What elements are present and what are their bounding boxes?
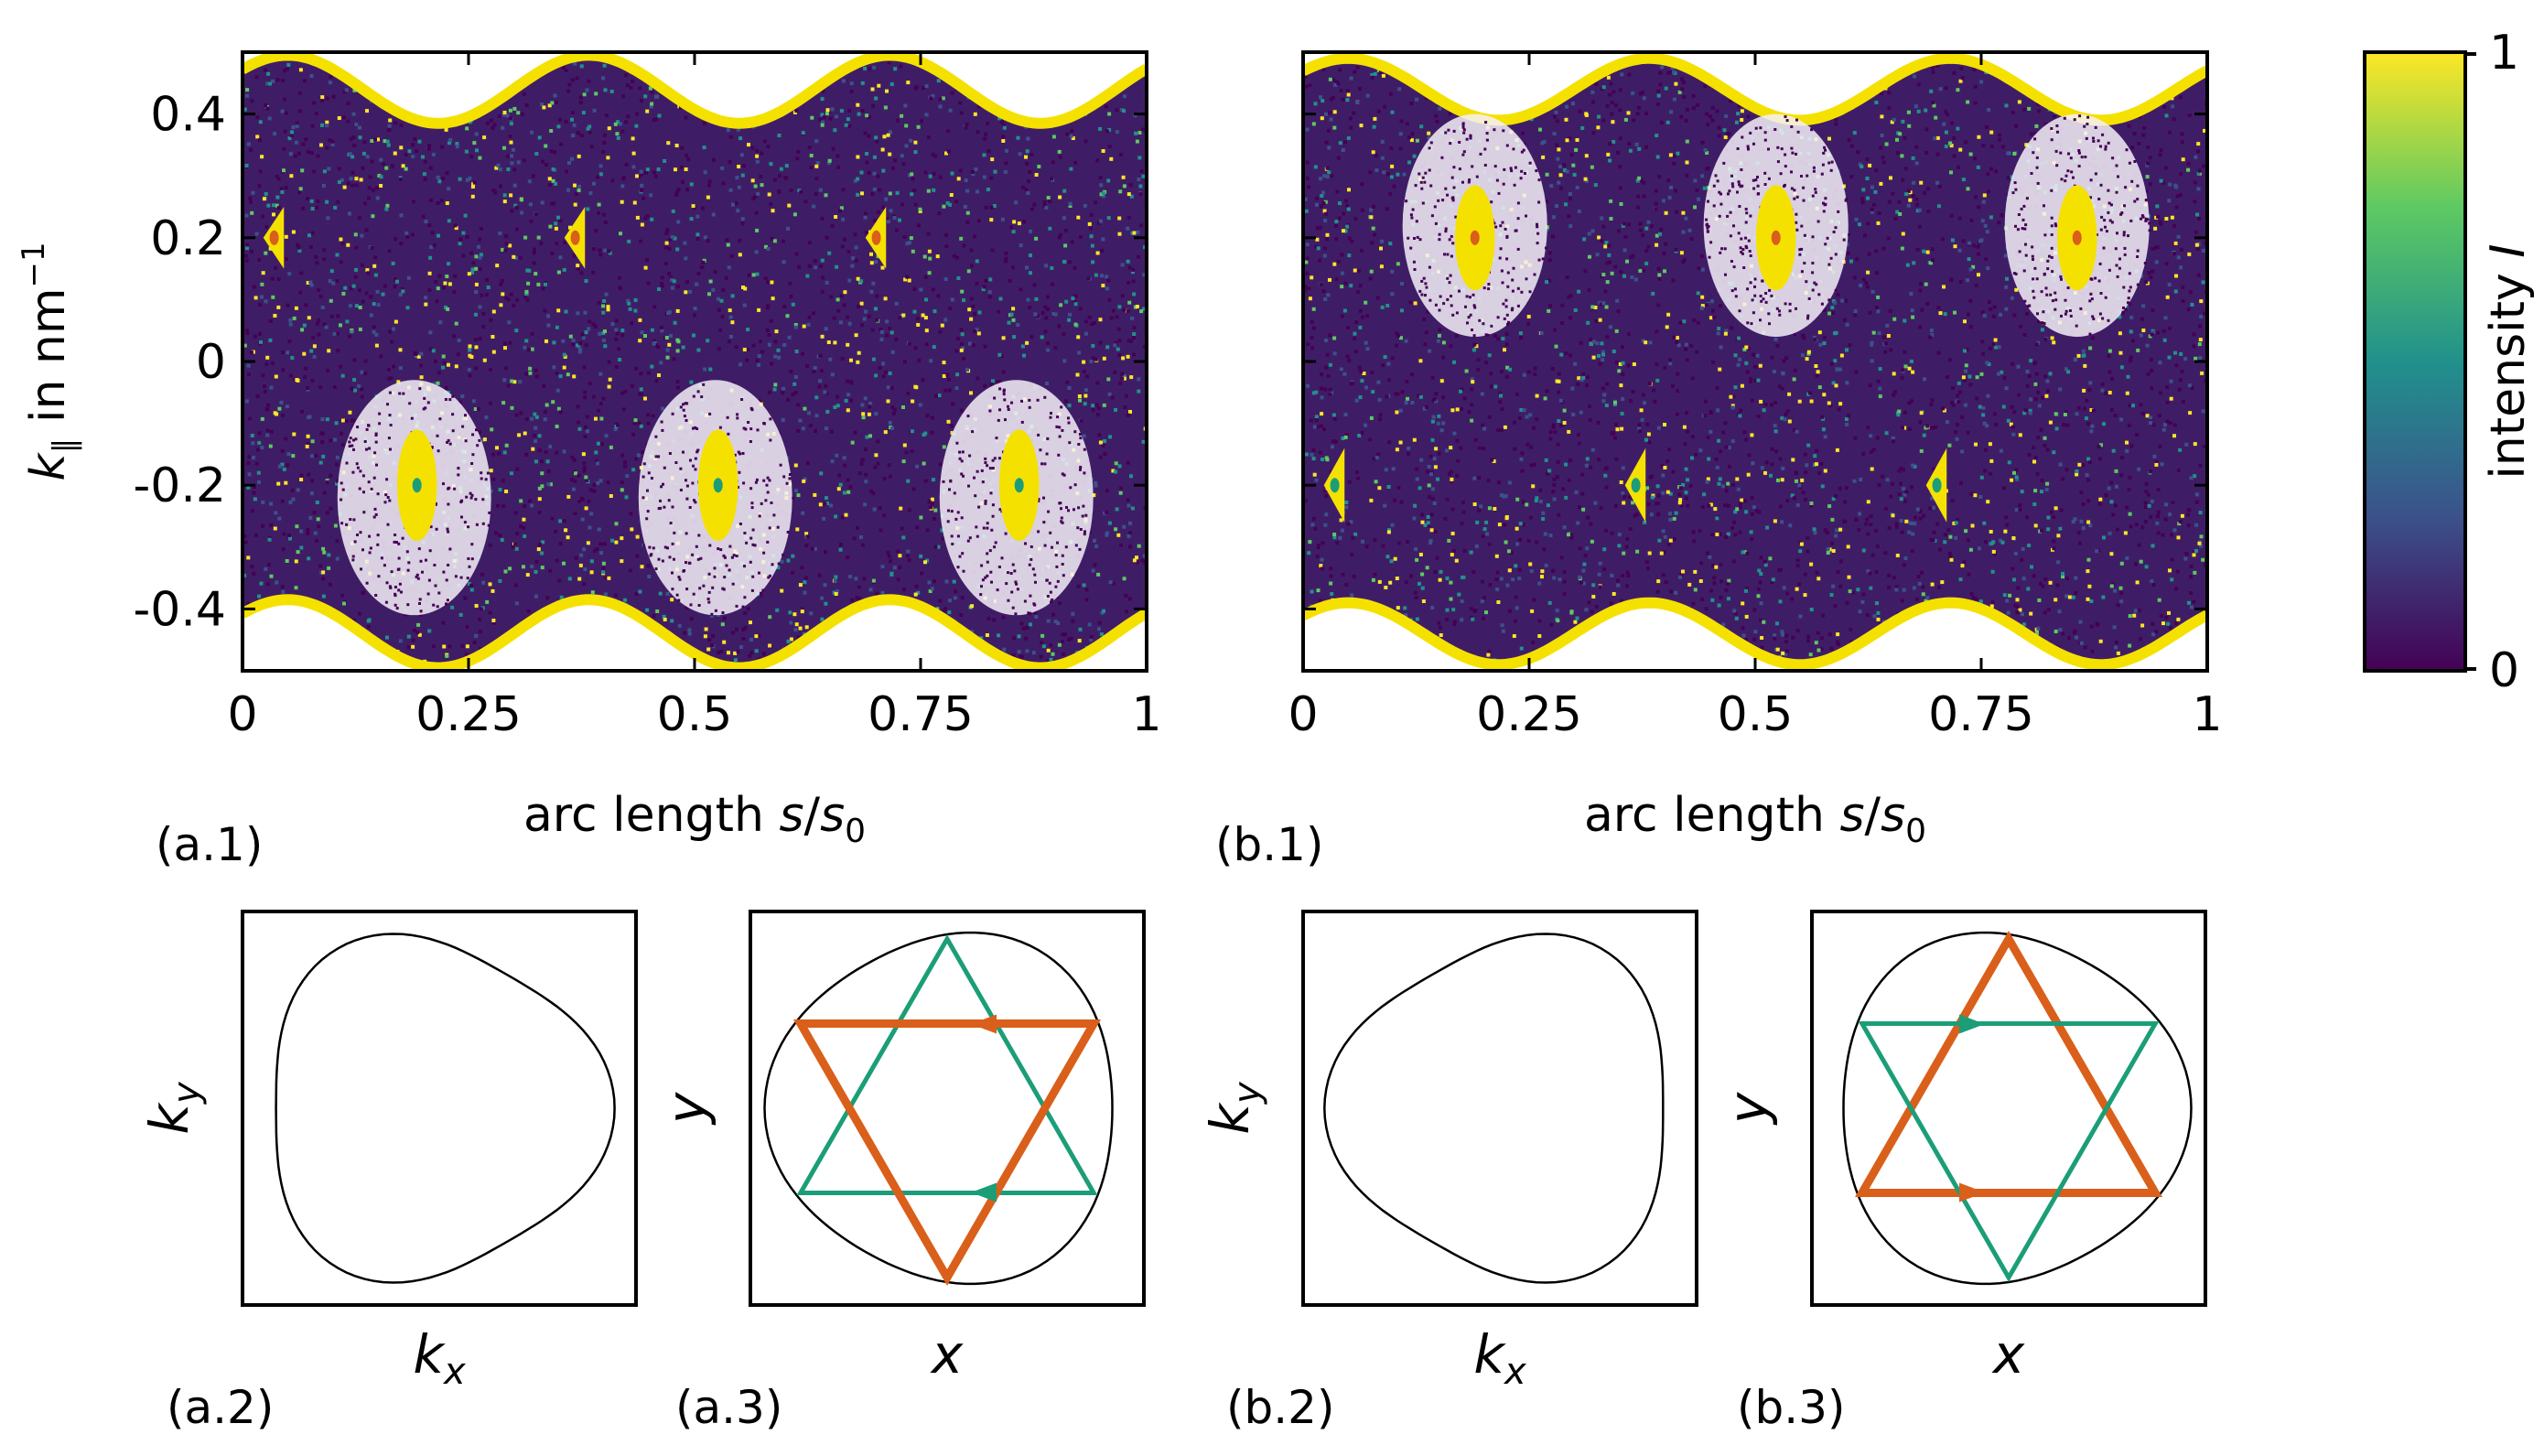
stability-island-2 — [1755, 185, 1796, 291]
axis-ticks-a1: 0 0.25 0.5 0.75 1 0.4 0.2 0 -0.2 -0.4 — [134, 52, 1162, 742]
island-core — [1330, 478, 1340, 493]
stability-island-1 — [263, 207, 285, 269]
stability-island-4 — [396, 429, 437, 542]
y-tick-label: 0 — [196, 335, 226, 390]
phase-space-plot-b1: 0 0.25 0.5 0.75 1 arc length s/s0 (b.1) — [1215, 50, 2223, 871]
colorbar-max-label: 1 — [2489, 26, 2519, 81]
x-tick-label: 0.25 — [415, 687, 522, 742]
panel-label-b2: (b.2) — [1226, 1381, 1334, 1434]
inset-ylabel-a2: ky — [138, 1081, 208, 1135]
inset-ylabel-b3: y — [1717, 1092, 1779, 1126]
phase-space-data-a1 — [243, 52, 1147, 671]
colorbar-min-label: 0 — [2489, 643, 2519, 698]
stability-island-3 — [865, 207, 887, 269]
panel-label-b3: (b.3) — [1737, 1381, 1845, 1434]
y-tick-label: -0.4 — [134, 582, 226, 637]
island-core — [1631, 478, 1641, 493]
x-tick-label: 0.25 — [1476, 687, 1582, 742]
inset-ylabel-b2: ky — [1199, 1081, 1268, 1135]
y-tick-label: 0.2 — [150, 211, 226, 266]
stability-island-6 — [998, 429, 1040, 542]
inset-xlabel-b3: x — [1991, 1323, 2025, 1386]
x-tick-label: 0.75 — [868, 687, 974, 742]
stability-island-4 — [1323, 448, 1345, 523]
k-space-inset-b2: kx ky (b.2) — [1199, 910, 1698, 1434]
colorbar-gradient — [2363, 50, 2467, 673]
billiard-boundary-b3 — [1842, 931, 2193, 1286]
x-axis-label-b1: arc length s/s0 — [1584, 788, 1926, 850]
inset-xlabel-a2: kx — [413, 1323, 466, 1393]
stability-island-6 — [1925, 448, 1947, 523]
panel-label-a3: (a.3) — [675, 1381, 782, 1434]
island-core — [713, 478, 723, 493]
orbit-triangle-down — [1858, 1021, 2160, 1283]
svg-text:k∥ in nm−1: k∥ in nm−1 — [16, 242, 83, 480]
colorbar-label: intensity I — [2481, 243, 2536, 479]
panel-label-a1: (a.1) — [156, 818, 263, 871]
lower-boundary-band — [243, 594, 1147, 671]
axis-ticks-b1: 0 0.25 0.5 0.75 1 — [1288, 52, 2223, 742]
upper-boundary-band — [1303, 52, 2207, 126]
island-core — [412, 478, 422, 493]
x-tick-label: 0 — [227, 687, 257, 742]
panel-label-b1: (b.1) — [1215, 818, 1323, 871]
x-tick-label: 0.5 — [1718, 687, 1794, 742]
orbit-arrow — [1959, 1182, 1985, 1203]
y-tick-label: 0.4 — [150, 88, 226, 143]
orbit-arrow — [1959, 1014, 1985, 1034]
real-space-inset-a3: x y (a.3) — [655, 910, 1146, 1434]
stability-island-5 — [697, 429, 738, 542]
orbits-b3 — [1855, 930, 2162, 1283]
orbit-triangle-up — [1855, 930, 2162, 1197]
island-core — [269, 230, 279, 245]
stability-island-1 — [1454, 185, 1495, 291]
panel-label-a2: (a.2) — [167, 1381, 274, 1434]
lower-boundary-band — [1303, 597, 2207, 671]
x-tick-label: 1 — [1131, 687, 1161, 742]
y-axis-label-a1: k∥ in nm−1 — [16, 242, 83, 480]
stability-island-3 — [2056, 185, 2097, 291]
inset-xlabel-b2: kx — [1473, 1323, 1526, 1393]
upper-boundary-band — [243, 52, 1147, 129]
stability-island-2 — [564, 207, 586, 269]
orbit-triangle-down — [793, 1019, 1101, 1287]
inset-ylabel-a3: y — [655, 1092, 717, 1126]
inset-xlabel-a3: x — [930, 1323, 964, 1386]
stability-island-5 — [1624, 448, 1646, 523]
island-core — [1014, 478, 1024, 493]
x-tick-label: 1 — [2192, 687, 2222, 742]
orbit-arrow — [971, 1014, 997, 1034]
real-space-inset-b3: x y (b.3) — [1717, 910, 2207, 1434]
k-space-curve-b2 — [1323, 933, 1665, 1284]
island-core — [1470, 230, 1480, 245]
island-core — [1771, 230, 1781, 245]
x-tick-label: 0 — [1288, 687, 1318, 742]
orbit-triangle-up — [796, 933, 1098, 1195]
x-tick-label: 0.5 — [657, 687, 733, 742]
y-tick-label: -0.2 — [134, 458, 226, 513]
island-core — [871, 230, 881, 245]
phase-space-data-b1 — [1303, 52, 2207, 671]
x-tick-label: 0.75 — [1928, 687, 2034, 742]
k-space-inset-a2: kx ky (a.2) — [138, 910, 638, 1434]
orbit-arrow — [971, 1182, 997, 1203]
phase-space-plot-a1: 0 0.25 0.5 0.75 1 0.4 0.2 0 -0.2 -0.4 arc length … — [16, 50, 1162, 871]
colorbar: 1 0 intensity I — [2363, 26, 2536, 698]
x-axis-label-a1: arc length s/s0 — [523, 788, 866, 850]
orbits-a3 — [793, 933, 1101, 1287]
billiard-boundary-a3 — [763, 931, 1114, 1286]
island-core — [570, 230, 580, 245]
k-space-curve-a2 — [275, 933, 616, 1284]
island-core — [2072, 230, 2082, 245]
island-core — [1932, 478, 1942, 493]
